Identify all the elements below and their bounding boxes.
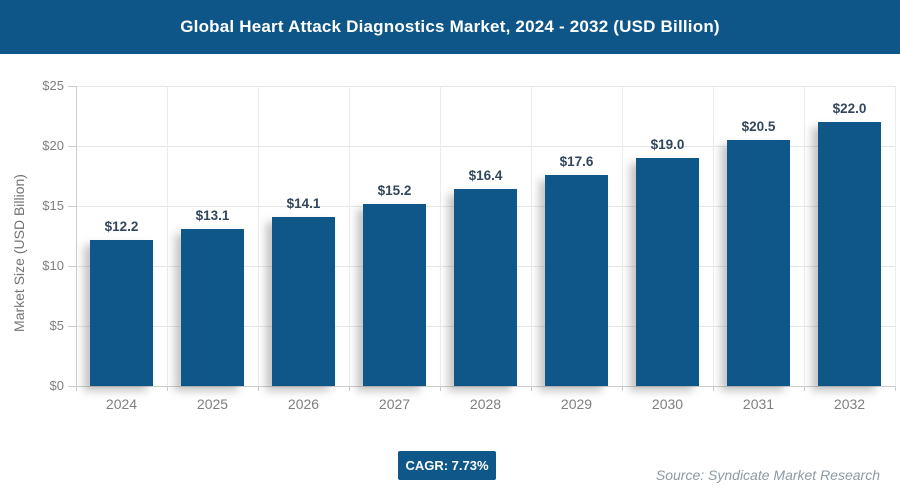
chart-title: Global Heart Attack Diagnostics Market, … — [180, 17, 720, 36]
x-category-label: 2028 — [469, 396, 502, 412]
plot-area: $0 $5 $10 $15 $20 $25 $12.2 2024 $13.1 2025 $14.1 2… — [42, 78, 896, 412]
x-tick-mark — [348, 386, 350, 391]
v-gridline — [257, 86, 259, 386]
x-tick-mark — [621, 386, 623, 391]
bar-value-label: $16.4 — [468, 168, 503, 183]
v-gridline — [439, 86, 441, 386]
v-gridline — [621, 86, 623, 386]
y-tick-label: $0 — [49, 378, 64, 393]
bar-2032 — [818, 122, 881, 386]
x-tick-mark — [257, 386, 259, 391]
v-gridline — [166, 86, 168, 386]
v-gridline — [348, 86, 350, 386]
source-note: Source: Syndicate Market Research — [655, 467, 880, 483]
y-tick-label: $25 — [42, 78, 64, 93]
bar-2030 — [636, 158, 699, 386]
x-category-label: 2032 — [833, 396, 866, 412]
y-tick-mark — [68, 85, 76, 87]
bar-2031 — [727, 140, 790, 386]
chart-title-bar: Global Heart Attack Diagnostics Market, … — [0, 0, 900, 54]
y-tick-label: $10 — [42, 258, 64, 273]
x-category-label: 2029 — [560, 396, 593, 412]
x-category-label: 2031 — [742, 396, 775, 412]
x-tick-mark — [712, 386, 714, 391]
bar-2026 — [272, 217, 335, 386]
v-gridline — [803, 86, 805, 386]
y-tick-mark — [68, 205, 76, 207]
bar-value-label: $12.2 — [104, 219, 139, 234]
bar-value-label: $17.6 — [559, 154, 594, 169]
bar-2027 — [363, 204, 426, 386]
x-axis-line — [76, 385, 895, 387]
bar-value-label: $15.2 — [377, 183, 412, 198]
x-tick-mark — [894, 386, 896, 391]
x-tick-mark — [439, 386, 441, 391]
bar-value-label: $19.0 — [650, 137, 685, 152]
bar-value-label: $13.1 — [195, 208, 230, 223]
x-category-label: 2024 — [105, 396, 138, 412]
x-category-label: 2027 — [378, 396, 411, 412]
x-category-label: 2030 — [651, 396, 684, 412]
y-tick-label: $5 — [49, 318, 64, 333]
x-category-label: 2026 — [287, 396, 320, 412]
bar-2025 — [181, 229, 244, 386]
x-category-label: 2025 — [196, 396, 229, 412]
x-tick-mark — [803, 386, 805, 391]
y-tick-mark — [68, 145, 76, 147]
y-tick-mark — [68, 325, 76, 327]
bar-value-label: $22.0 — [832, 101, 867, 116]
v-gridline — [530, 86, 532, 386]
y-axis-title: Market Size (USD Billion) — [11, 174, 27, 332]
v-gridline — [712, 86, 714, 386]
x-tick-mark — [530, 386, 532, 391]
h-gridline — [76, 145, 895, 147]
x-tick-mark — [75, 386, 77, 391]
y-tick-label: $15 — [42, 198, 64, 213]
bar-2028 — [454, 189, 517, 386]
bar-2024 — [90, 240, 153, 386]
y-axis-line — [75, 86, 77, 386]
h-gridline — [76, 85, 895, 87]
v-gridline — [894, 86, 896, 386]
bar-value-label: $20.5 — [741, 119, 776, 134]
y-tick-mark — [68, 265, 76, 267]
bar-value-label: $14.1 — [286, 196, 321, 211]
bar-2029 — [545, 175, 608, 386]
y-tick-label: $20 — [42, 138, 64, 153]
y-tick-mark — [68, 385, 76, 387]
x-tick-mark — [166, 386, 168, 391]
cagr-badge: CAGR: 7.73% — [398, 451, 496, 480]
